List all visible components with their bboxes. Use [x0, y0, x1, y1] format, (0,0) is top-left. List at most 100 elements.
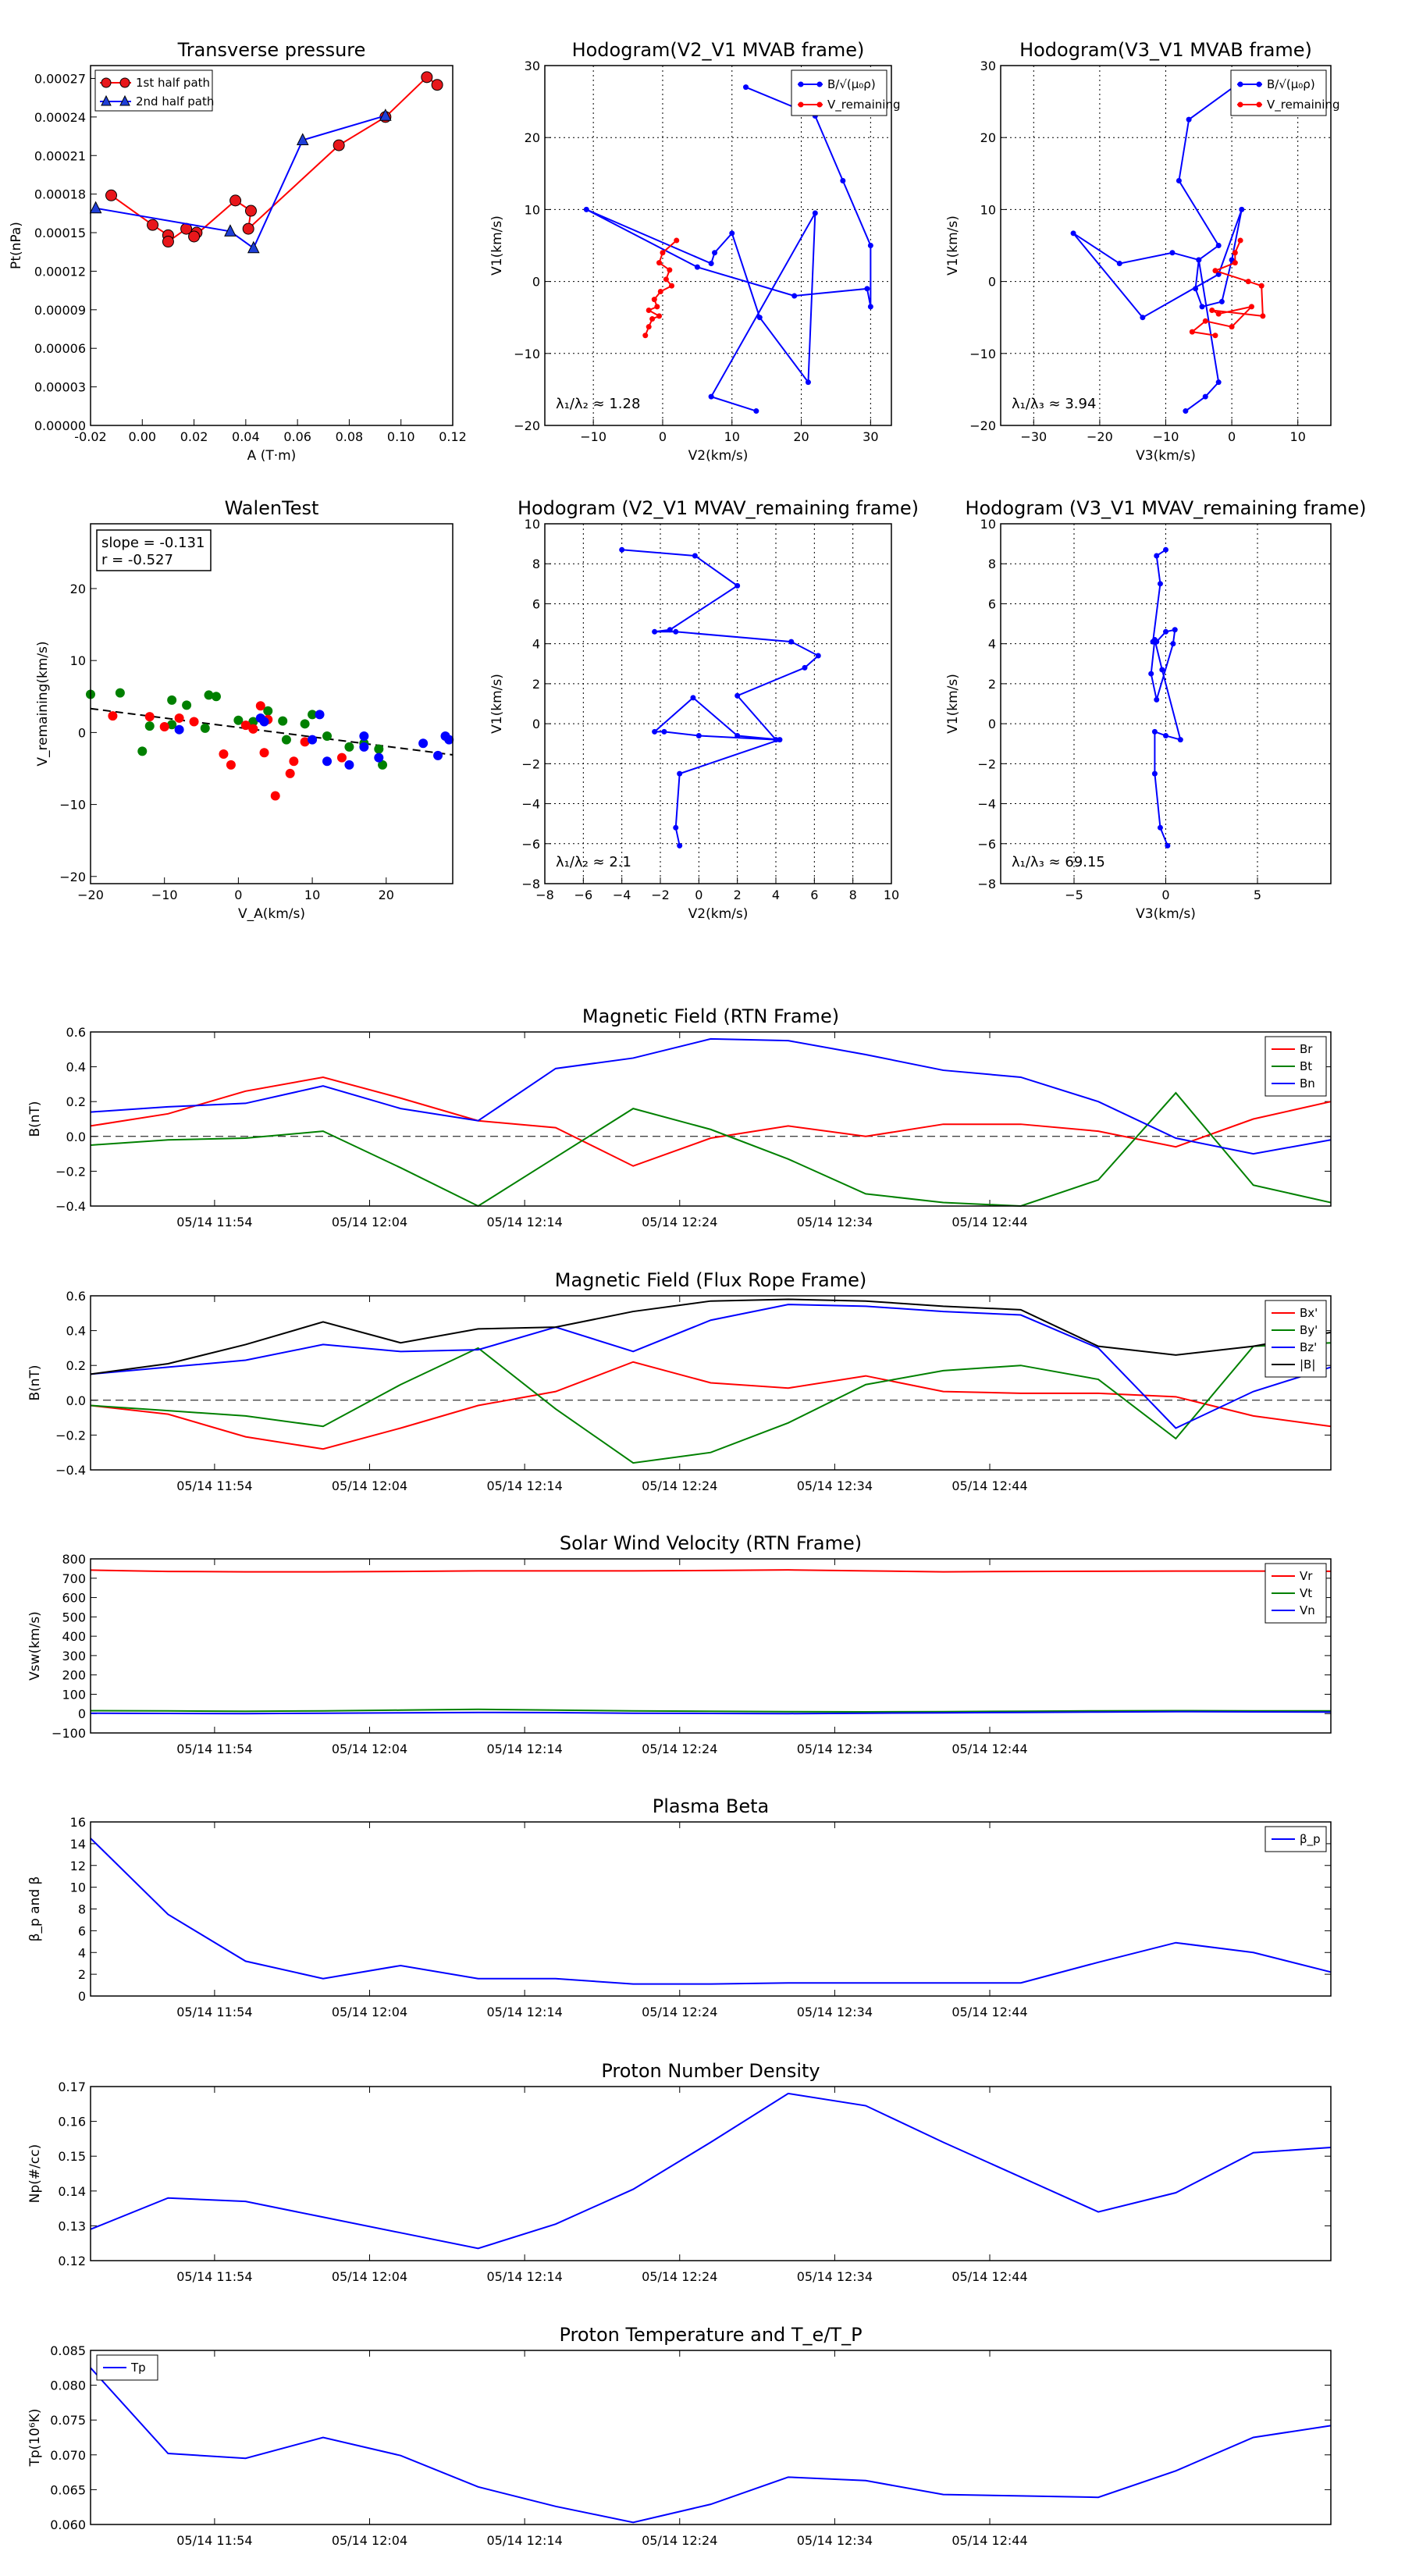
y-tick-label: 10: [980, 517, 996, 532]
legend: Tp: [96, 2354, 158, 2381]
x-tick-label: 8: [849, 888, 857, 902]
data-point: [753, 408, 759, 415]
x-tick-label: 10: [884, 888, 899, 902]
x-tick-label: 05/14 12:34: [797, 1742, 873, 1756]
y-tick-label: 0.12: [58, 2254, 86, 2268]
chart-walen_test: −20 −10 0 10 20 −20 −10 0 10 20 WalenTest V_A(km/s)…: [35, 497, 454, 922]
x-tick-label: −4: [613, 888, 631, 902]
x-tick-label: 10: [1290, 429, 1306, 444]
chart-title: Hodogram(V3_V1 MVAB frame): [1019, 39, 1312, 61]
x-tick-label: 05/14 12:44: [951, 2269, 1027, 2284]
data-point: [1212, 268, 1218, 274]
data-point: [421, 71, 433, 84]
y-axis-label: V1(km/s): [489, 215, 505, 276]
data-point: [1215, 379, 1222, 386]
data-point: [1215, 311, 1222, 317]
data-point: [379, 109, 392, 121]
scatter-point: [248, 724, 258, 734]
legend-label: 2nd half path: [136, 94, 214, 109]
legend-label: Br: [1300, 1042, 1313, 1056]
scatter-point: [226, 760, 236, 770]
series-line-Vr: [90, 1569, 1332, 1573]
x-tick-label: 05/14 12:44: [951, 1215, 1027, 1229]
scatter-point: [263, 706, 273, 716]
data-point: [667, 627, 673, 633]
x-tick-label: 0: [695, 888, 702, 902]
x-axis-label: V2(km/s): [688, 906, 749, 922]
scatter-point: [322, 731, 333, 741]
x-tick-label: 05/14 12:04: [332, 1478, 407, 1493]
fit-line: [90, 707, 454, 756]
data-point: [431, 79, 443, 91]
legend-label: Vn: [1300, 1603, 1315, 1617]
legend-label: B/√(μ₀ρ): [1267, 77, 1315, 91]
x-tick-label: 0.08: [336, 429, 364, 444]
series-line-Br: [90, 1076, 1332, 1167]
scatter-point: [336, 753, 347, 763]
scatter-point: [378, 760, 388, 770]
y-tick-label: 0.070: [50, 2448, 86, 2463]
data-point: [867, 304, 873, 310]
x-tick-label: 05/14 12:44: [951, 1478, 1027, 1493]
x-axis-label: V3(km/s): [1136, 448, 1196, 464]
data-point: [646, 324, 652, 330]
x-tick-label: 05/14 12:14: [486, 1742, 562, 1756]
x-tick-label: 05/14 12:24: [642, 1215, 717, 1229]
data-point: [1157, 581, 1163, 587]
scatter-point: [174, 713, 184, 723]
x-tick-label: 05/14 12:34: [797, 1478, 873, 1493]
y-tick-label: −6: [977, 837, 996, 852]
series-line-Bx': [90, 1361, 1332, 1450]
series-line-Tp: [90, 2367, 1332, 2524]
y-tick-label: 0.00024: [34, 110, 86, 125]
x-tick-label: −5: [1065, 888, 1083, 902]
chart-title: Solar Wind Velocity (RTN Frame): [560, 1532, 862, 1554]
y-tick-label: 0.15: [58, 2149, 86, 2164]
data-point: [646, 307, 652, 313]
x-tick-label: 05/14 12:04: [332, 2533, 407, 2548]
x-tick-label: 05/14 12:14: [486, 1215, 562, 1229]
y-axis-label: V1(km/s): [945, 674, 961, 734]
series-line: [1072, 83, 1243, 412]
data-point: [89, 201, 102, 214]
y-tick-label: 0.060: [50, 2517, 86, 2532]
chart-title: Hodogram (V3_V1 MVAV_remaining frame): [965, 497, 1366, 519]
data-point: [1186, 116, 1192, 123]
x-tick-label: 05/14 12:04: [332, 2005, 407, 2019]
y-tick-label: 0.4: [66, 1324, 86, 1339]
eigenvalue-ratio: λ₁/λ₃ ≈ 3.94: [1012, 396, 1096, 412]
legend-label: 1st half path: [136, 76, 210, 90]
y-tick-label: −20: [59, 870, 86, 884]
x-tick-label: 0.10: [387, 429, 415, 444]
series-line-Vn: [90, 1710, 1332, 1715]
scatter-point: [281, 735, 291, 745]
x-tick-label: 05/14 12:34: [797, 2533, 873, 2548]
y-tick-label: 200: [62, 1668, 86, 1683]
legend: β_p: [1264, 1826, 1327, 1852]
scatter-point: [359, 731, 369, 741]
y-tick-label: 0.16: [58, 2115, 86, 2129]
y-tick-label: 16: [70, 1815, 86, 1830]
y-tick-label: −2: [521, 756, 540, 771]
y-tick-label: −20: [969, 418, 996, 433]
data-point: [1154, 553, 1160, 559]
scatter-point: [278, 716, 288, 726]
x-axis-label: V2(km/s): [688, 448, 749, 464]
scatter-point: [270, 791, 280, 801]
data-point: [1232, 250, 1238, 256]
x-tick-label: −6: [574, 888, 593, 902]
x-tick-label: 0: [1161, 888, 1169, 902]
scatter-point: [433, 750, 443, 760]
scatter-point: [444, 735, 454, 745]
data-point: [147, 219, 159, 231]
data-point: [692, 553, 698, 559]
data-point: [712, 250, 718, 256]
series-line-|B|: [90, 1298, 1332, 1375]
eigenvalue-ratio: λ₁/λ₂ ≈ 1.28: [556, 396, 640, 412]
data-point: [1154, 696, 1160, 703]
y-tick-label: 0.13: [58, 2218, 86, 2233]
scatter-point: [174, 724, 184, 735]
scatter-point: [259, 748, 269, 758]
